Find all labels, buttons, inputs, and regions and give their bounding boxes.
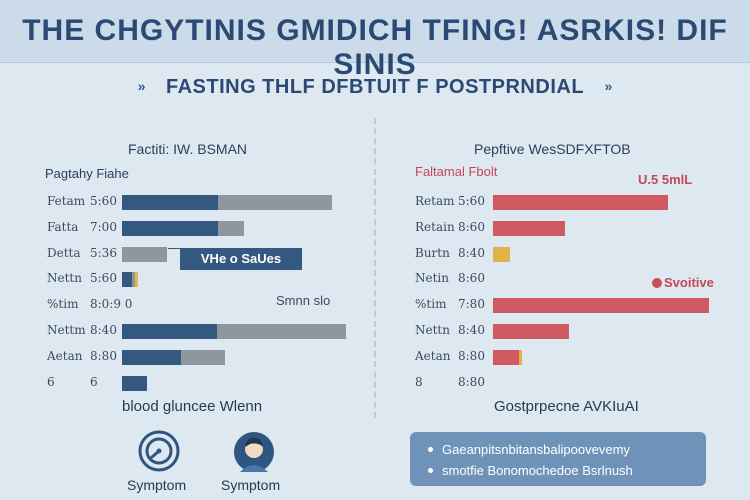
tick-label: Detta <box>47 245 81 260</box>
tick-label: Fetam <box>47 194 86 208</box>
data-label: 5:60 <box>90 194 117 208</box>
bar <box>493 195 668 210</box>
person-avatar-icon <box>232 430 276 476</box>
chevron-right-icon: » <box>137 78 146 94</box>
callout-connector <box>168 248 180 249</box>
bar-segment <box>122 324 217 339</box>
bar-segment <box>218 195 332 210</box>
tick-label: 6 <box>47 374 55 389</box>
data-label: 8:60 <box>458 271 485 286</box>
info-item: Gaeanpitsnbitansbalipoovevemy <box>428 442 630 457</box>
data-label: 5:60 <box>90 271 117 286</box>
tick-label: Burtn <box>415 245 450 260</box>
right-annotation-top: U.5 5mlL <box>638 172 693 187</box>
left-footer-label: blood gluncee Wlenn <box>122 398 263 415</box>
bar-segment <box>122 246 167 262</box>
bar-segment <box>122 272 132 288</box>
title-band <box>0 0 750 63</box>
data-label: 8:40 <box>458 323 485 337</box>
bar <box>493 220 565 236</box>
data-label: 8:80 <box>458 374 485 389</box>
data-label: 7:80 <box>458 297 485 312</box>
tick-label: 8 <box>415 374 423 389</box>
data-label: 8:80 <box>458 348 485 363</box>
tick-label: Nettn <box>47 271 82 286</box>
left-icon-caption: Symptom <box>127 477 187 493</box>
data-label: 8:80 <box>90 348 117 363</box>
accent-mark <box>519 349 522 365</box>
info-item: smotfie Bonomochedoe Bsrlnush <box>428 463 633 478</box>
right-series-label: Faltamal Fbolt <box>415 164 498 179</box>
info-box: Gaeanpitsnbitansbalipoovevemy smotfie Bo… <box>410 432 706 486</box>
bullet-icon <box>428 447 433 452</box>
page-title: THE CHGYTINIS GMIDICH TFING! ASRKIS! DIF… <box>22 14 728 81</box>
right-annotation-mid: Svoitive <box>664 275 714 290</box>
panel-divider <box>374 118 376 418</box>
tick-label: Aetan <box>47 348 83 363</box>
bar-segment <box>122 375 147 391</box>
timer-dial-icon <box>138 430 180 472</box>
subtitle: FASTING THLF DFBTUIT F POSTPRNDIAL <box>165 76 585 98</box>
data-label: 5:36 <box>90 245 117 260</box>
data-label: 8:40 <box>90 323 117 337</box>
bar-segment <box>122 349 181 365</box>
bar <box>493 298 709 314</box>
left-annotation: Smnn slo <box>276 293 331 308</box>
bar-segment <box>217 324 346 339</box>
left-series-label: Pagtahy Fiahe <box>45 166 129 181</box>
right-panel-title: Pepftive WesSDFXFTOB <box>474 141 631 157</box>
data-label: 6 <box>90 374 98 389</box>
tick-label: Fatta <box>47 219 79 234</box>
bar <box>493 246 510 262</box>
accent-mark <box>135 272 138 288</box>
tick-label: Aetan <box>415 348 451 363</box>
tick-label: Netin <box>415 271 449 286</box>
subtitle-row: » FASTING THLF DFBTUIT F POSTPRNDIAL » <box>0 76 750 102</box>
right-icon-caption: Symptom <box>221 477 281 493</box>
chevron-right-icon: » <box>604 78 613 94</box>
left-panel-title: Factiti: IW. BSMAN <box>128 141 248 157</box>
bar <box>493 349 519 365</box>
tick-label: %tim <box>415 297 447 312</box>
bar-segment <box>122 220 218 236</box>
tick-label: Retam <box>415 194 455 208</box>
data-label: 8:40 <box>458 245 485 260</box>
tick-label: Retain <box>415 219 455 234</box>
bar <box>493 324 569 339</box>
bar-segment <box>132 272 135 288</box>
data-label: 7:00 <box>90 219 117 234</box>
bar-segment <box>181 349 225 365</box>
right-footer-label: Gostprpecne AVKIuAI <box>494 398 639 415</box>
bar-segment <box>218 220 244 236</box>
tick-label: Nettm <box>47 323 86 337</box>
data-label: 8:60 <box>458 219 485 234</box>
tick-label: Nettn <box>415 323 450 337</box>
bar-segment <box>122 195 218 210</box>
annotation-dot <box>652 278 662 288</box>
data-label: 8:0:9 0 <box>90 297 133 312</box>
data-label: 5:60 <box>458 194 485 208</box>
tick-label: %tim <box>47 297 79 312</box>
callout-label: VHe o SaUes <box>180 248 302 270</box>
bullet-icon <box>428 468 433 473</box>
